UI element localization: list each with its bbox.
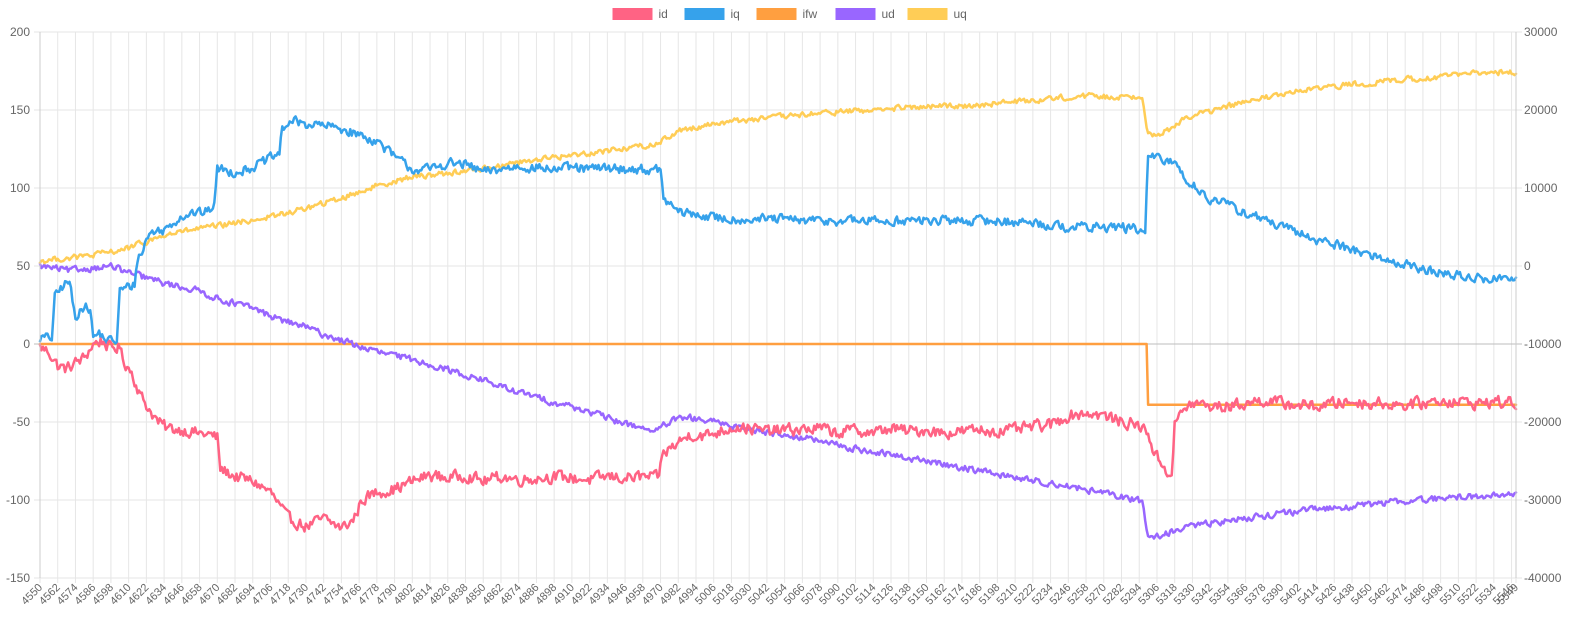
y-left-tick-label: -100 (6, 493, 30, 507)
legend-swatch-ifw (756, 8, 797, 20)
legend-swatch-iq (684, 8, 725, 20)
y-right-tick-label: -40000 (1524, 571, 1562, 585)
y-axis-right: 30000 20000 10000 0 -10000 -20000 -30000 -40000 (1515, 25, 1562, 585)
legend-item-ud[interactable]: ud (835, 7, 895, 21)
y-left-tick-label: 200 (10, 25, 30, 39)
legend-label-id: id (659, 7, 668, 21)
series-line-ifw (38, 342, 1518, 407)
series-line-iq (38, 115, 1518, 345)
y-left-tick-label: 100 (10, 181, 30, 195)
y-gridlines (34, 31, 1522, 579)
y-left-tick-label: -150 (6, 571, 30, 585)
y-right-tick-label: 20000 (1524, 103, 1558, 117)
y-right-tick-label: -30000 (1524, 493, 1562, 507)
y-axis-left: 200 150 100 50 0 -50 -100 -150 (6, 25, 41, 585)
series-line-uq (38, 68, 1518, 265)
legend-item-iq[interactable]: iq (684, 7, 740, 21)
y-right-tick-label: 30000 (1524, 25, 1558, 39)
legend-label-iq: iq (731, 7, 740, 21)
legend-label-uq: uq (954, 7, 967, 21)
legend-item-id[interactable]: id (612, 7, 668, 21)
legend-swatch-id (612, 8, 653, 20)
series-lines (38, 68, 1518, 540)
legend-swatch-ud (835, 8, 876, 20)
y-right-tick-label: 10000 (1524, 181, 1558, 195)
y-left-tick-label: 150 (10, 103, 30, 117)
series-line-id (38, 337, 1518, 533)
y-left-tick-label: 0 (23, 337, 30, 351)
legend-label-ifw: ifw (803, 7, 818, 21)
y-left-tick-label: -50 (13, 415, 31, 429)
y-right-tick-label: -10000 (1524, 337, 1562, 351)
y-right-tick-label: 0 (1524, 259, 1531, 273)
legend-item-uq[interactable]: uq (907, 7, 967, 21)
y-right-tick-label: -20000 (1524, 415, 1562, 429)
legend-swatch-uq (907, 8, 948, 20)
legend: id iq ifw ud uq (612, 7, 967, 21)
legend-item-ifw[interactable]: ifw (756, 7, 818, 21)
y-left-tick-label: 50 (17, 259, 31, 273)
legend-label-ud: ud (882, 7, 895, 21)
